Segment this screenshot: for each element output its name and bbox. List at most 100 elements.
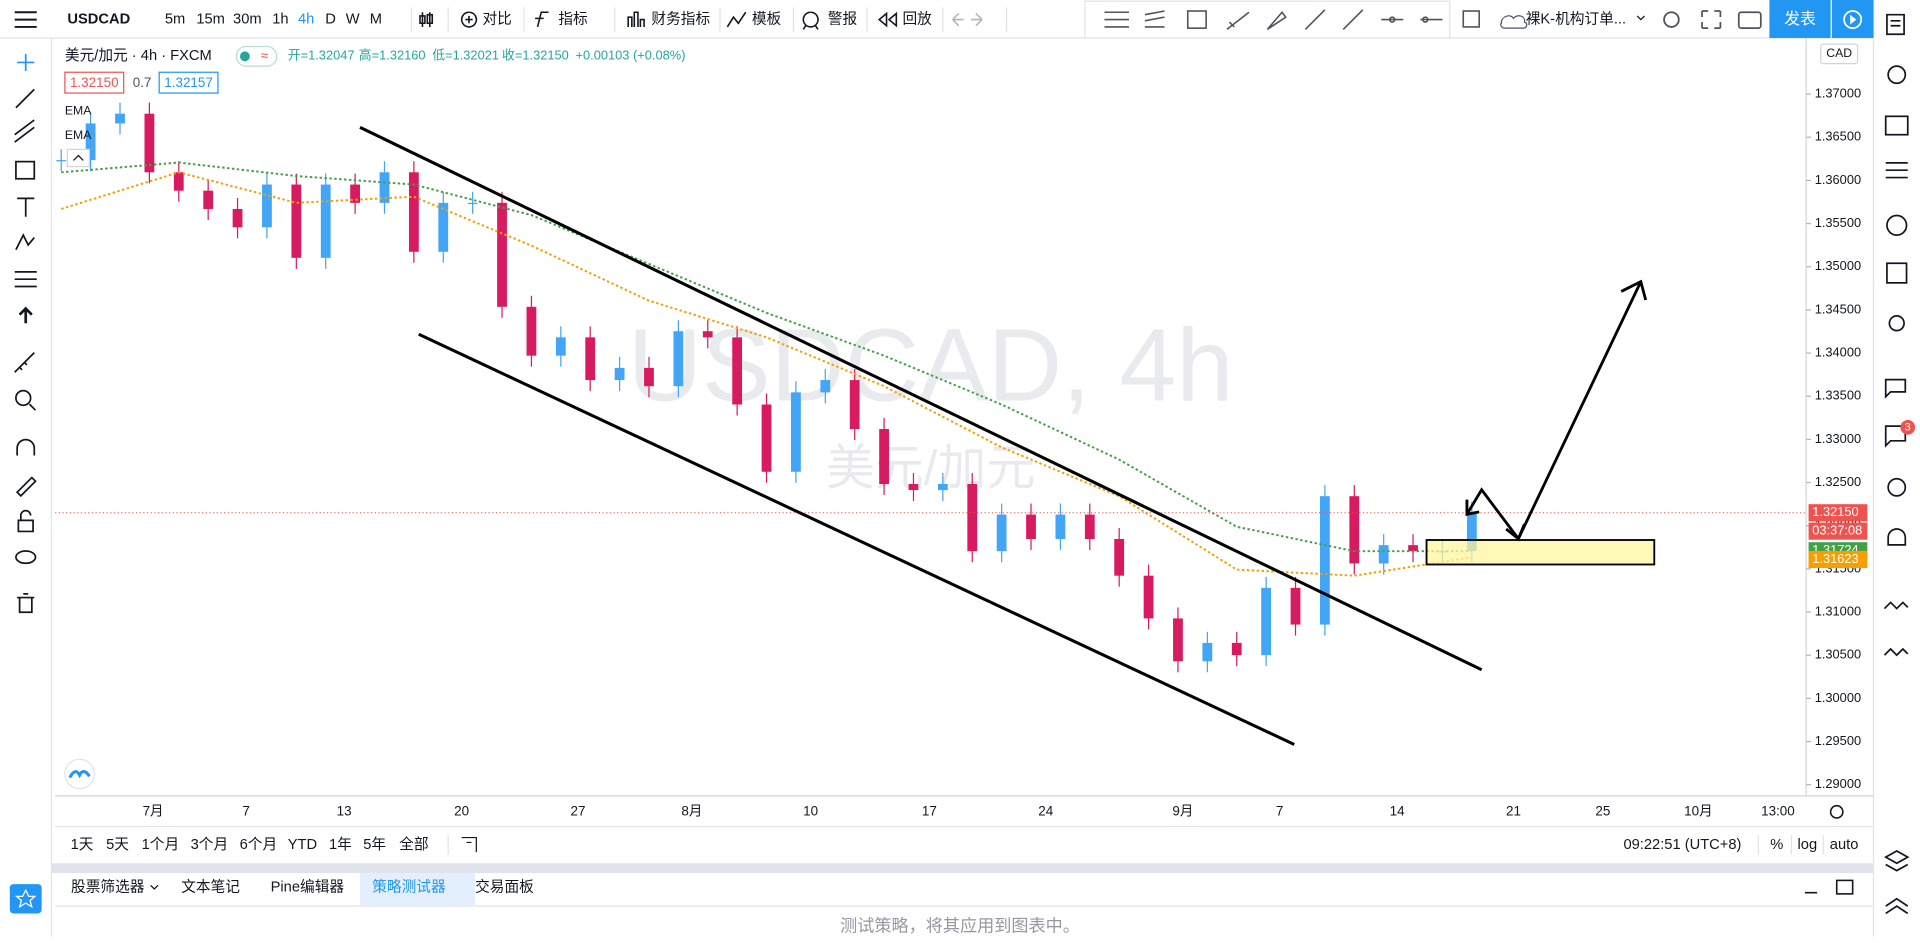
x-tick-label: 7 xyxy=(242,803,249,818)
currency[interactable]: CAD xyxy=(1826,46,1852,60)
ohlc-value: 开=1.32047 xyxy=(288,48,355,63)
candle xyxy=(56,160,67,162)
toolbar-icon[interactable] xyxy=(460,11,478,28)
camera-icon[interactable] xyxy=(1737,11,1762,30)
candle xyxy=(1261,587,1272,656)
x-tick-label: 24 xyxy=(1038,803,1053,818)
toolbar-icon[interactable] xyxy=(419,12,434,27)
interval[interactable]: 15m xyxy=(196,11,225,27)
maximize-icon[interactable] xyxy=(1835,879,1854,895)
candle xyxy=(1055,514,1066,540)
star-icon[interactable] xyxy=(14,888,37,909)
interval[interactable]: D xyxy=(325,11,336,27)
candle xyxy=(1378,545,1389,564)
publish-label[interactable]: 发表 xyxy=(1784,10,1816,28)
tab[interactable]: Pine编辑器 xyxy=(271,879,345,896)
toolbar-icon[interactable] xyxy=(971,12,983,27)
tab[interactable]: 股票筛选器 xyxy=(71,879,145,896)
range-button[interactable]: 1年 xyxy=(329,836,352,853)
range-button[interactable]: 1个月 xyxy=(142,836,180,853)
y-tick-label: 1.32500 xyxy=(1815,474,1861,489)
logo-mark xyxy=(68,770,91,779)
clock: 09:22:51 (UTC+8) xyxy=(1623,837,1741,853)
toolbar-icon[interactable] xyxy=(535,11,549,28)
badge-count: 3 xyxy=(1905,421,1911,433)
tab[interactable]: 文本笔记 xyxy=(181,879,240,896)
toolbar-button[interactable]: 对比 xyxy=(482,10,511,27)
scale-option[interactable]: % xyxy=(1770,837,1783,853)
tab[interactable]: 策略测试器 xyxy=(372,879,446,896)
toolbar-button[interactable]: 指标 xyxy=(558,10,588,27)
bottom-tabs: 股票筛选器 文本笔记 Pine编辑器 策略测试器 交易面板 xyxy=(71,873,534,907)
axis-settings[interactable] xyxy=(1829,804,1844,819)
ohlc: 开=1.32047 高=1.32160 低=1.32021 收=1.32150 +0.0… xyxy=(288,48,686,63)
range-button[interactable]: 1天 xyxy=(71,837,94,853)
interval[interactable]: 4h xyxy=(298,11,314,27)
drawing xyxy=(1505,523,1526,542)
interval[interactable]: 1h xyxy=(272,11,288,27)
drawings xyxy=(359,125,1656,746)
price-tag-label: 1.32150 xyxy=(1812,504,1858,519)
interval[interactable]: M xyxy=(370,11,382,27)
cloud-icon[interactable] xyxy=(1500,15,1528,29)
y-tick-label: 1.36500 xyxy=(1815,129,1861,144)
tab-dropdown[interactable] xyxy=(150,884,159,890)
candle xyxy=(702,331,713,338)
toolbar-icon[interactable] xyxy=(726,11,747,28)
range-button[interactable]: 3个月 xyxy=(191,836,229,853)
fullscreen-icon[interactable] xyxy=(1701,10,1722,30)
toolbar-icon[interactable] xyxy=(877,11,898,28)
toolbar-buttons: 对比 指标 财务指标 模板 警报 回放 xyxy=(410,7,1008,32)
range-button[interactable]: 全部 xyxy=(399,835,428,853)
scale-option[interactable]: auto xyxy=(1830,837,1859,853)
interval[interactable]: 5m xyxy=(165,11,185,27)
scale-option[interactable]: log xyxy=(1798,837,1818,853)
status-icon: ≈ xyxy=(261,48,269,63)
collapse-button[interactable] xyxy=(66,148,91,168)
toolbar-icon[interactable] xyxy=(802,11,819,30)
candle xyxy=(232,208,243,228)
panel-message: 测试策略，将其应用到图表中。 xyxy=(840,915,1080,935)
goto-date-icon[interactable] xyxy=(461,836,477,853)
toolbar-icon[interactable] xyxy=(952,12,964,27)
currency-box[interactable] xyxy=(1820,43,1859,65)
splitter xyxy=(51,863,1874,874)
menu-icon[interactable] xyxy=(14,11,37,28)
price-tag xyxy=(1808,504,1868,522)
rect-icon[interactable] xyxy=(1462,10,1480,28)
toolbar-button[interactable]: 回放 xyxy=(902,10,932,27)
toolbar-button[interactable]: 警报 xyxy=(828,10,858,27)
play-icon[interactable] xyxy=(1850,14,1857,25)
tab[interactable]: 交易面板 xyxy=(475,878,534,896)
interval[interactable]: W xyxy=(346,11,360,27)
range-button[interactable]: 5年 xyxy=(363,836,386,853)
y-tick-label: 1.34500 xyxy=(1815,301,1861,316)
toolbar-button[interactable]: 财务指标 xyxy=(651,10,710,27)
layout-name[interactable]: 裸K-机构订单... xyxy=(1526,10,1626,27)
interval[interactable]: 30m xyxy=(233,11,262,27)
zone xyxy=(1425,539,1656,566)
toolbar-icon[interactable] xyxy=(627,11,645,27)
settings-icon[interactable] xyxy=(1663,11,1680,28)
left-toolbar[interactable] xyxy=(14,53,37,614)
watermark-sub: 美元/加元 xyxy=(826,441,1035,495)
symbol[interactable]: USDCAD xyxy=(67,11,130,27)
drawing-tools[interactable] xyxy=(1104,9,1443,31)
range-button[interactable]: 6个月 xyxy=(240,836,278,853)
range-button[interactable]: YTD xyxy=(288,837,317,853)
collapse-icon[interactable] xyxy=(73,154,84,161)
y-tick-label: 1.29000 xyxy=(1815,776,1861,791)
toolbar-button[interactable]: 模板 xyxy=(752,9,782,27)
candle xyxy=(1349,496,1360,564)
candle xyxy=(1026,514,1036,540)
range-button[interactable]: 5天 xyxy=(106,837,129,853)
play-icon[interactable] xyxy=(1843,10,1863,30)
publish-button[interactable] xyxy=(1769,0,1831,38)
dropdown-icon[interactable] xyxy=(1636,15,1645,21)
watchlist-button[interactable] xyxy=(9,884,42,914)
candle xyxy=(673,331,684,387)
y-tick-label: 1.30500 xyxy=(1815,647,1861,662)
drawing xyxy=(1465,499,1480,517)
x-tick-label: 7 xyxy=(1276,803,1283,818)
